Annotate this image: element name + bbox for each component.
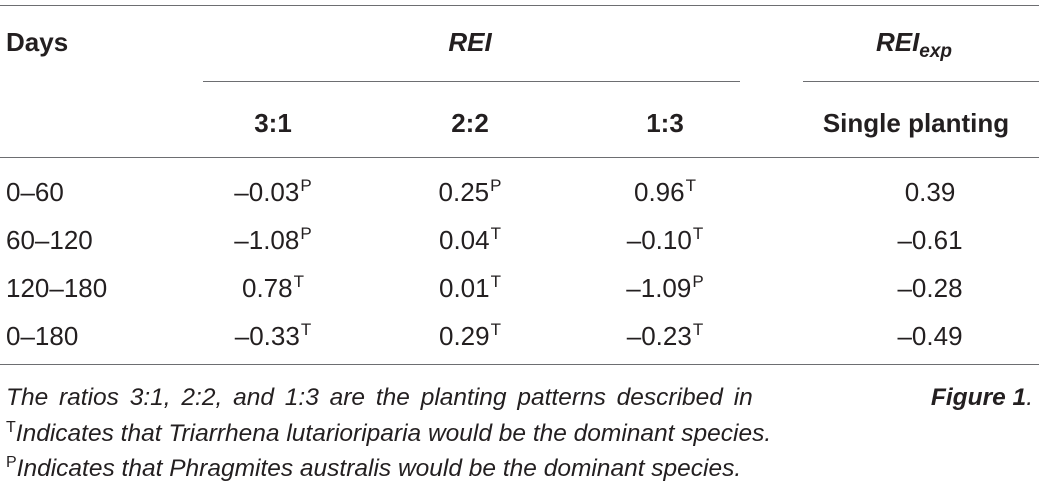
header-rei-exp-subscript: exp	[919, 41, 953, 62]
dominance-marker: T	[692, 320, 704, 339]
rei-group-rule	[203, 81, 740, 82]
cell-ratio-1-3: –0.23T	[626, 320, 704, 355]
cell-days: 0–60	[6, 177, 64, 207]
footnote-marker-p: P	[6, 454, 17, 471]
dominance-marker: T	[692, 224, 704, 243]
footnote-ratios: The ratios 3:1, 2:2, and 1:3 are the pla…	[6, 383, 1033, 413]
cell-value: 0.01	[439, 273, 490, 303]
cell-ratio-1-3: 0.96T	[634, 176, 696, 211]
cell-ratio-2-2: 0.25P	[438, 176, 502, 211]
dominance-marker: P	[300, 176, 312, 195]
header-col-2-2: 2:2	[451, 108, 489, 138]
table-top-rule	[0, 5, 1039, 6]
cell-ratio-1-3: –1.09P	[626, 272, 704, 307]
cell-days: 120–180	[6, 273, 108, 303]
header-rei: REI	[448, 27, 491, 57]
footnote-ratios-end: .	[1026, 384, 1033, 411]
dominance-marker: P	[490, 176, 502, 195]
dominance-marker: T	[300, 320, 312, 339]
cell-single-planting: –0.28	[897, 273, 963, 303]
figure-1-link[interactable]: Figure 1	[930, 384, 1027, 411]
cell-ratio-3-1: –0.03P	[234, 176, 312, 211]
table-bottom-rule	[0, 364, 1039, 365]
cell-value: –1.08	[234, 225, 300, 255]
dominance-marker: P	[692, 272, 704, 291]
cell-ratio-2-2: 0.01T	[439, 272, 501, 307]
header-bottom-rule	[0, 157, 1039, 158]
footnote-ratios-text: The ratios 3:1, 2:2, and 1:3 are the pla…	[6, 384, 753, 411]
cell-value: –0.33	[234, 321, 300, 351]
cell-single-planting: –0.49	[897, 321, 963, 351]
cell-value: 0.04	[439, 225, 490, 255]
cell-value: –0.23	[626, 321, 692, 351]
header-rei-exp-label: REI	[875, 27, 920, 57]
dominance-marker: T	[490, 224, 501, 243]
footnote-marker-t: T	[6, 419, 16, 436]
footnote-triarrhena: TIndicates that Triarrhena lutarioripari…	[6, 419, 771, 452]
cell-value: –0.10	[626, 225, 692, 255]
cell-value: 0.29	[439, 321, 490, 351]
cell-days: 60–120	[6, 225, 93, 255]
cell-ratio-3-1: –0.33T	[234, 320, 312, 355]
dominance-marker: T	[490, 272, 501, 291]
footnote-triarrhena-text: Indicates that Triarrhena lutarioriparia…	[15, 420, 772, 447]
header-col-1-3: 1:3	[646, 108, 684, 138]
cell-ratio-3-1: 0.78T	[242, 272, 304, 307]
header-rei-label: REI	[448, 27, 492, 57]
cell-single-planting: –0.61	[897, 225, 963, 255]
dominance-marker: T	[293, 272, 304, 291]
footnote-phragmites: PIndicates that Phragmites australis wou…	[6, 454, 741, 487]
rei-exp-group-rule	[803, 81, 1039, 82]
header-days: Days	[6, 27, 69, 57]
cell-ratio-2-2: 0.29T	[439, 320, 501, 355]
dominance-marker: P	[300, 224, 312, 243]
cell-ratio-3-1: –1.08P	[234, 224, 312, 259]
dominance-marker: T	[490, 320, 501, 339]
header-col-single-planting: Single planting	[822, 108, 1010, 138]
cell-days: 0–180	[6, 321, 79, 351]
cell-value: 0.78	[242, 273, 293, 303]
dominance-marker: T	[685, 176, 696, 195]
header-rei-exp: REIexp	[875, 27, 953, 62]
cell-ratio-1-3: –0.10T	[626, 224, 704, 259]
cell-single-planting: 0.39	[904, 177, 956, 207]
footnote-phragmites-text: Indicates that Phragmites australis woul…	[16, 455, 742, 482]
cell-value: –0.03	[234, 177, 300, 207]
cell-value: 0.96	[634, 177, 685, 207]
cell-ratio-2-2: 0.04T	[439, 224, 501, 259]
header-col-3-1: 3:1	[254, 108, 292, 138]
cell-value: –1.09	[626, 273, 692, 303]
cell-value: 0.25	[438, 177, 490, 207]
